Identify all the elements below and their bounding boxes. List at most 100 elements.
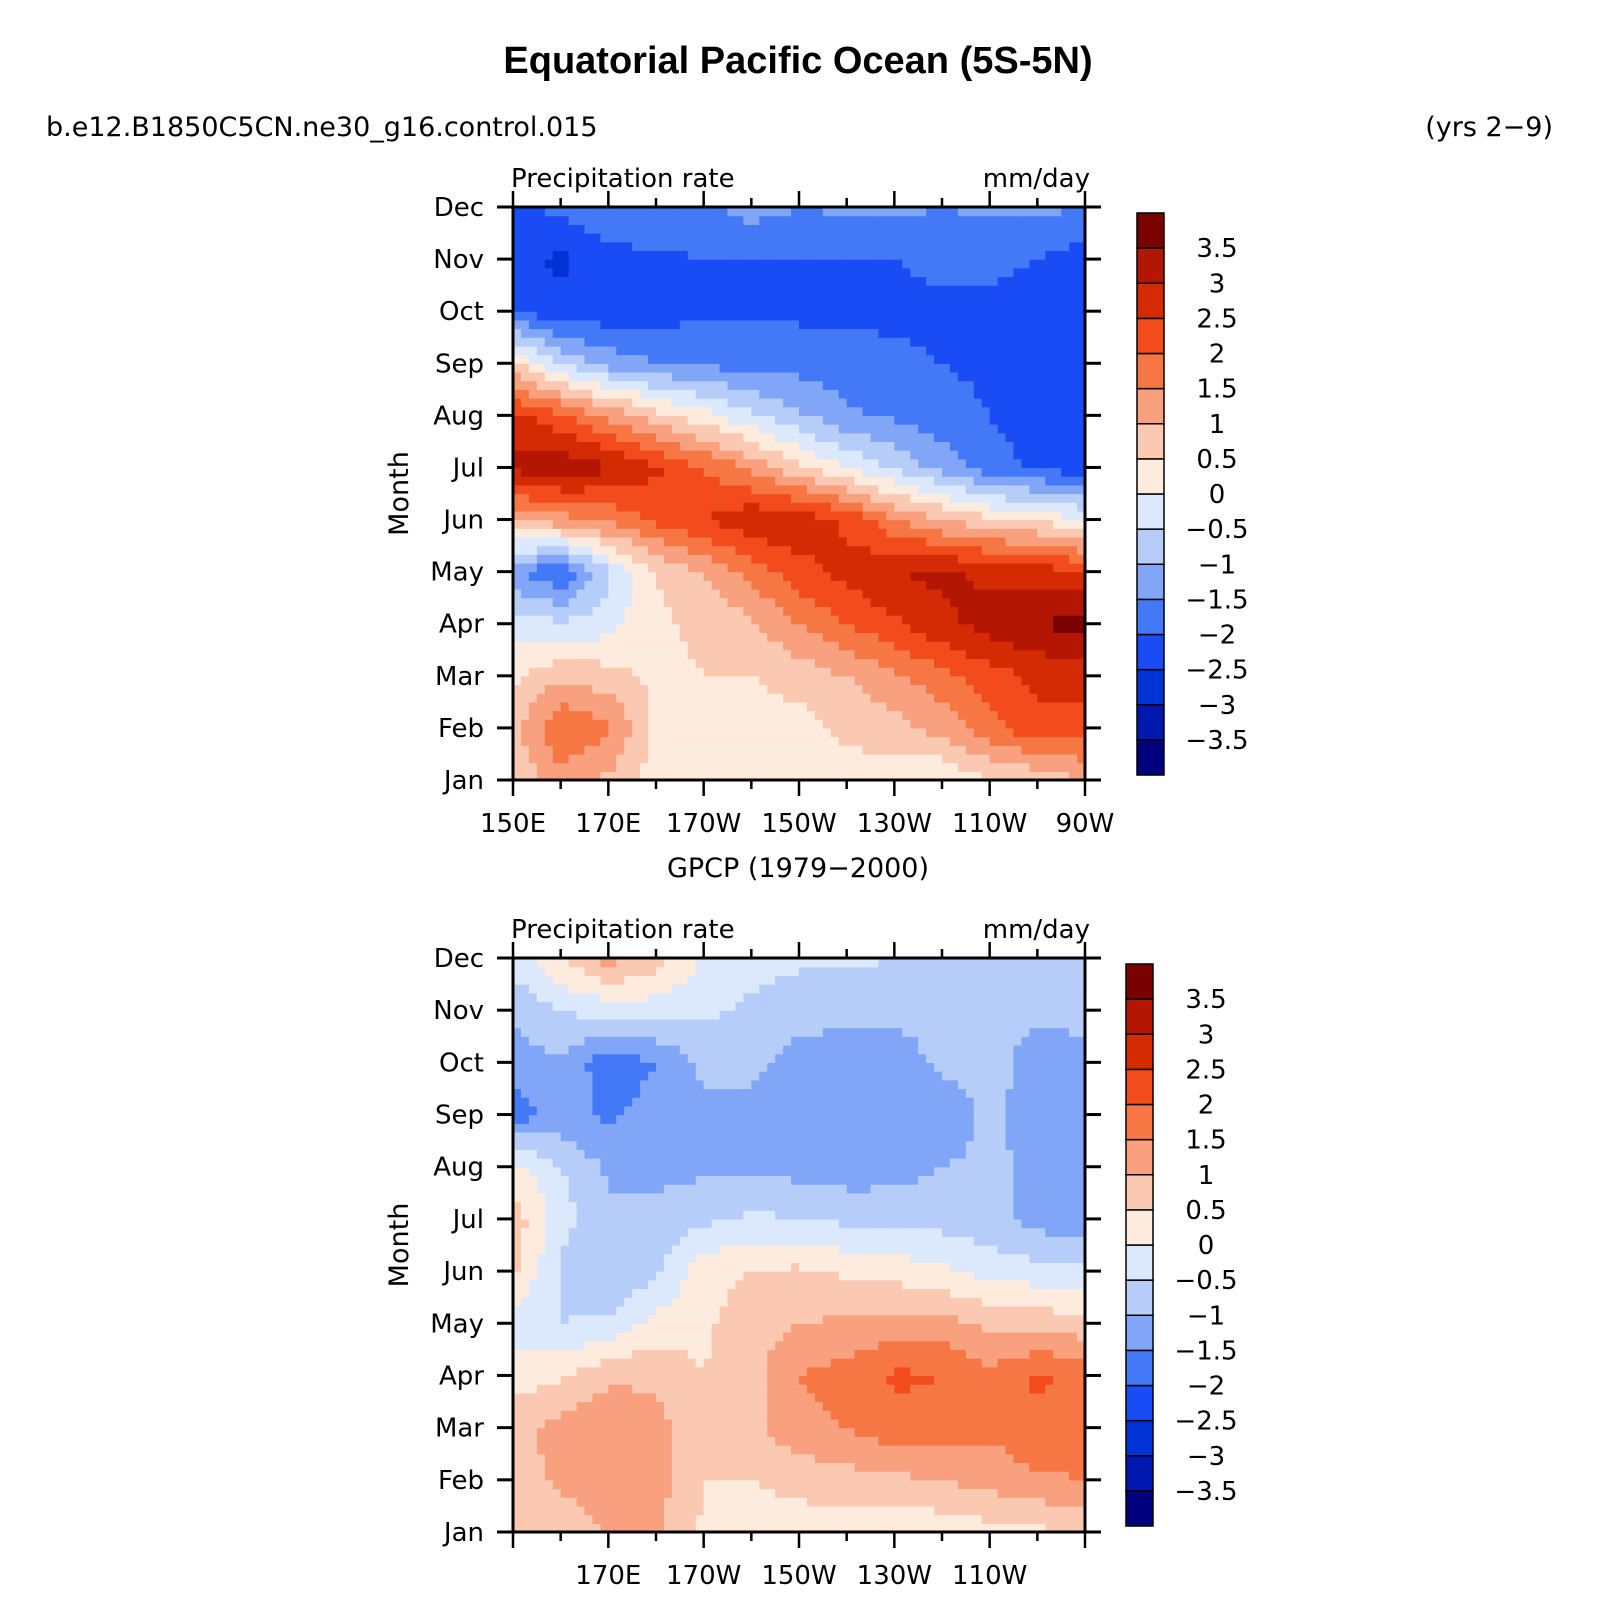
contour-cell	[767, 302, 776, 312]
contour-cell	[735, 658, 744, 668]
contour-cell	[632, 528, 641, 538]
contour-cell	[576, 241, 586, 252]
contour-cell	[576, 319, 586, 330]
contour-cell	[934, 528, 943, 538]
contour-cell	[616, 363, 625, 373]
contour-cell	[648, 615, 657, 625]
contour-cell	[918, 658, 927, 668]
contour-cell	[528, 484, 538, 495]
contour-cell	[600, 267, 609, 278]
contour-cell	[806, 719, 816, 729]
contour-cell	[568, 580, 578, 590]
contour-cell	[576, 259, 586, 269]
contour-cell	[949, 606, 959, 616]
contour-cell	[552, 606, 562, 616]
contour-cell	[806, 398, 816, 408]
contour-cell	[926, 450, 935, 460]
contour-cell	[862, 510, 872, 521]
contour-cell	[759, 762, 768, 772]
contour-cell	[592, 319, 601, 330]
contour-cell	[918, 285, 927, 295]
contour-cell	[894, 762, 903, 772]
contour-cell	[910, 528, 919, 538]
contour-cell	[822, 519, 832, 529]
contour-cell	[894, 354, 903, 364]
contour-cell	[822, 649, 832, 660]
contour-cell	[854, 536, 864, 547]
contour-cell	[862, 450, 872, 460]
contour-cell	[671, 771, 681, 781]
contour-cell	[886, 641, 895, 651]
contour-cell	[743, 276, 752, 286]
contour-cell	[584, 641, 594, 651]
contour-cell	[957, 762, 967, 772]
contour-cell	[536, 450, 546, 460]
contour-cell	[528, 250, 538, 260]
contour-cell	[679, 476, 689, 486]
contour-cell	[544, 215, 554, 225]
contour-cell	[957, 302, 967, 312]
contour-cell	[711, 311, 721, 321]
contour-cell	[711, 406, 721, 416]
y-axis-label: Month	[384, 451, 415, 536]
contour-cell	[862, 736, 872, 746]
contour-cell	[1061, 241, 1070, 252]
contour-cell	[513, 415, 522, 425]
contour-cell	[973, 545, 983, 555]
contour-cell	[806, 658, 816, 668]
contour-cell	[1021, 562, 1030, 573]
contour-cell	[783, 267, 792, 278]
contour-cell	[568, 502, 578, 512]
contour-cell	[1005, 363, 1015, 373]
contour-cell	[727, 589, 737, 599]
contour-cell	[544, 1523, 554, 1533]
contour-cell	[949, 389, 959, 399]
contour-cell	[1045, 649, 1054, 660]
contour-cell	[989, 380, 999, 390]
contour-cell	[806, 649, 816, 660]
contour-cell	[934, 311, 943, 321]
contour-cell	[711, 753, 721, 764]
contour-cell	[942, 736, 951, 746]
contour-cell	[997, 354, 1007, 364]
contour-cell	[846, 615, 856, 625]
contour-cell	[830, 753, 840, 764]
contour-cell	[910, 207, 919, 217]
colorbar-swatch	[1136, 739, 1165, 776]
contour-cell	[846, 632, 856, 642]
contour-cell	[520, 693, 530, 703]
colorbar-swatch	[1136, 282, 1165, 320]
contour-cell	[1021, 632, 1030, 642]
contour-cell	[783, 424, 792, 434]
contour-cell	[528, 424, 538, 434]
contour-cell	[1053, 519, 1062, 529]
contour-cell	[751, 389, 760, 399]
contour-cell	[600, 285, 609, 295]
contour-cell	[719, 545, 729, 555]
contour-cell	[703, 293, 713, 304]
contour-cell	[862, 502, 872, 512]
contour-cell	[862, 710, 872, 720]
contour-cell	[783, 632, 792, 642]
contour-cell	[949, 545, 959, 555]
contour-cell	[910, 293, 919, 304]
contour-cell	[592, 354, 601, 364]
contour-cell	[584, 285, 594, 295]
contour-cell	[1037, 719, 1046, 729]
contour-cell	[624, 398, 633, 408]
contour-cell	[592, 424, 601, 434]
contour-cell	[1005, 719, 1015, 729]
contour-cell	[806, 432, 816, 443]
contour-cell	[560, 259, 570, 269]
contour-cell	[846, 302, 856, 312]
contour-cell	[934, 441, 943, 451]
contour-cell	[727, 502, 737, 512]
contour-cell	[973, 207, 983, 217]
contour-cell	[878, 476, 887, 486]
contour-cell	[870, 667, 880, 677]
contour-cell	[814, 606, 824, 616]
contour-cell	[1037, 675, 1046, 686]
contour-cell	[1069, 667, 1078, 677]
contour-cell	[830, 589, 840, 599]
